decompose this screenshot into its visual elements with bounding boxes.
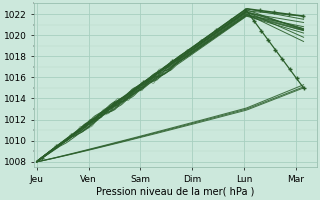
X-axis label: Pression niveau de la mer( hPa ): Pression niveau de la mer( hPa ) xyxy=(96,187,254,197)
